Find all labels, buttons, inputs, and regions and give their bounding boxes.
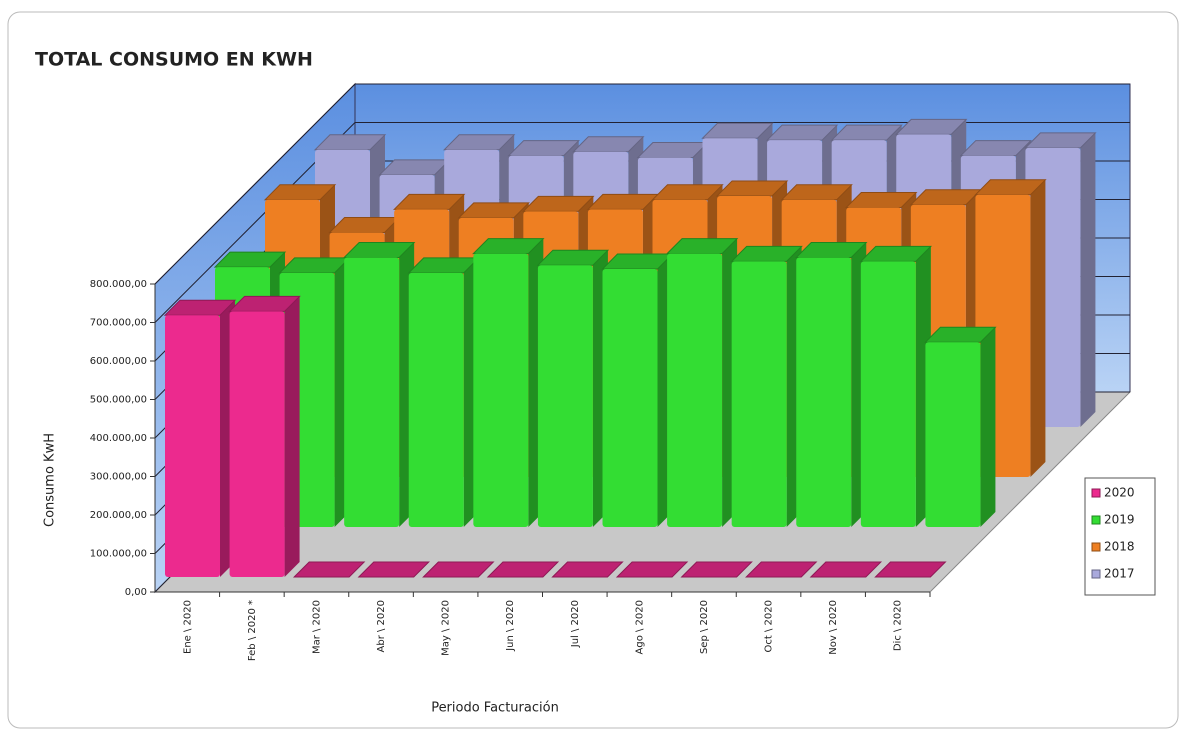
grid-line	[154, 122, 1130, 323]
bar-top	[357, 561, 430, 578]
grid-line	[154, 83, 1130, 285]
legend-label: 2020	[1104, 486, 1135, 500]
bar-side	[1030, 179, 1046, 478]
bar-side	[284, 296, 300, 577]
bar	[344, 257, 400, 527]
bar-side	[1080, 132, 1096, 427]
y-tick-label: 700.000,00	[90, 318, 147, 329]
chart-title: TOTAL CONSUMO EN KWH	[35, 49, 313, 71]
x-tick-label: Oct \ 2020	[764, 600, 775, 652]
bar	[731, 261, 787, 527]
y-tick-label: 600.000,00	[90, 356, 147, 367]
bar-top	[809, 561, 883, 578]
bar-top	[680, 561, 753, 578]
x-axis-label: Periodo Facturación	[431, 701, 559, 716]
bar	[796, 257, 852, 527]
bar	[408, 272, 464, 527]
bar-side	[980, 327, 996, 527]
x-tick-label: Jul \ 2020	[570, 600, 581, 648]
bar-top	[615, 561, 689, 578]
bar-top	[422, 561, 495, 578]
legend-label: 2017	[1104, 567, 1135, 581]
x-tick-label: Jun \ 2020	[505, 600, 516, 652]
x-tick-label: Ene \ 2020	[182, 600, 193, 654]
legend-swatch	[1091, 569, 1101, 579]
bar-top	[874, 561, 947, 578]
x-tick-label: Dic \ 2020	[893, 600, 904, 651]
x-tick-label: Nov \ 2020	[828, 600, 839, 655]
y-axis-label: Consumo KwH	[43, 433, 58, 527]
bar-top	[745, 561, 818, 578]
bar	[602, 269, 658, 527]
bar	[537, 265, 593, 527]
bar	[473, 253, 529, 527]
x-tick-label: May \ 2020	[441, 600, 452, 656]
bar	[165, 315, 220, 577]
y-tick-label: 300.000,00	[90, 472, 147, 483]
legend-swatch	[1091, 542, 1101, 552]
bar	[860, 261, 916, 527]
x-tick-label: Sep \ 2020	[699, 600, 710, 654]
bar	[667, 253, 723, 527]
y-tick-label: 0,00	[125, 587, 147, 598]
bar-top	[292, 561, 366, 578]
y-tick-label: 200.000,00	[90, 510, 147, 521]
y-tick-label: 500.000,00	[90, 395, 147, 406]
bar	[229, 311, 285, 577]
x-tick-label: Feb \ 2020 *	[247, 600, 258, 661]
bar	[925, 342, 981, 527]
legend-swatch	[1091, 515, 1101, 525]
x-tick-label: Mar \ 2020	[311, 600, 322, 654]
legend-label: 2019	[1104, 513, 1135, 527]
legend-label: 2018	[1104, 540, 1135, 554]
bar-top	[551, 561, 624, 578]
bar-top	[486, 561, 560, 578]
legend-swatch	[1091, 488, 1101, 498]
x-tick-label: Abr \ 2020	[376, 600, 387, 652]
y-tick-label: 100.000,00	[90, 549, 147, 560]
y-tick-label: 800.000,00	[90, 279, 147, 290]
x-tick-label: Ago \ 2020	[634, 600, 645, 654]
y-tick-label: 400.000,00	[90, 433, 147, 444]
